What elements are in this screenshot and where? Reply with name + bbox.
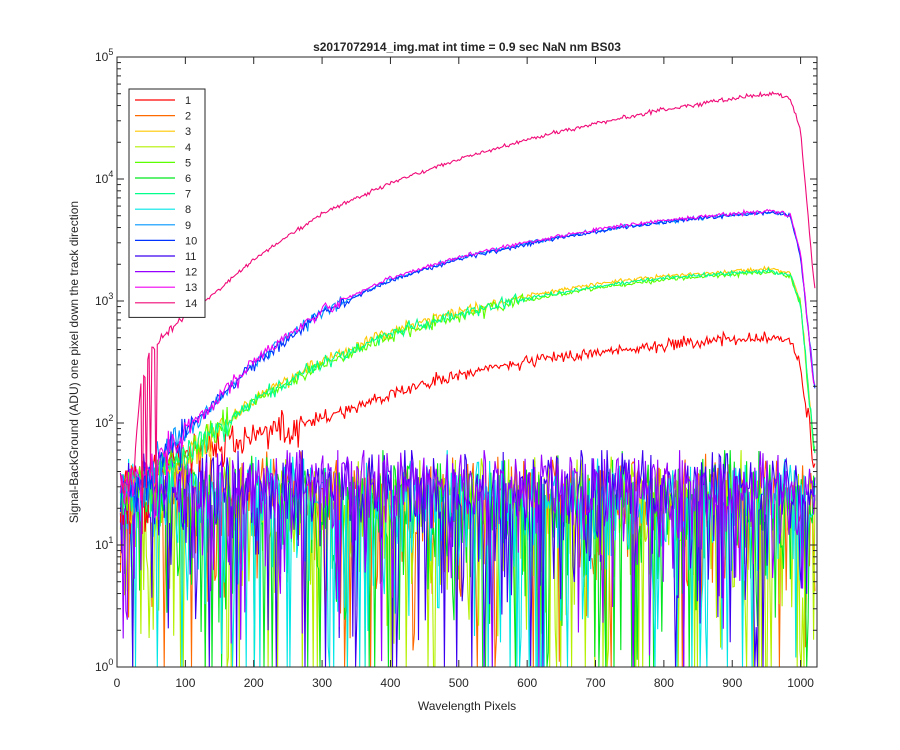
legend-label-3: 3 (185, 126, 191, 138)
series-line-14 (119, 90, 816, 535)
legend-label-1: 1 (185, 95, 191, 107)
legend-label-2: 2 (185, 111, 191, 123)
legend-label-5: 5 (185, 157, 191, 169)
legend-label-4: 4 (185, 142, 191, 154)
x-tick-label: 400 (380, 676, 400, 690)
legend-label-10: 10 (185, 235, 197, 247)
series-line-7 (119, 266, 816, 518)
legend-label-9: 9 (185, 220, 191, 232)
x-tick-label: 300 (312, 676, 332, 690)
legend-label-8: 8 (185, 204, 191, 216)
legend-label-6: 6 (185, 173, 191, 185)
x-tick-label: 100 (175, 676, 195, 690)
plot-area (119, 90, 816, 667)
y-tick-label: 105 (95, 47, 113, 64)
y-axis-label: Signal-BackGround (ADU) one pixel down t… (67, 201, 81, 523)
x-tick-label: 200 (244, 676, 264, 690)
chart-title: s2017072914_img.mat int time = 0.9 sec N… (313, 40, 621, 54)
legend-label-11: 11 (185, 251, 196, 263)
legend-label-12: 12 (185, 267, 197, 279)
legend-label-13: 13 (185, 282, 197, 294)
y-tick-label: 104 (95, 169, 113, 186)
x-tick-label: 700 (586, 676, 606, 690)
x-tick-label: 600 (517, 676, 537, 690)
legend-box (128, 88, 206, 318)
x-axis-label: Wavelength Pixels (418, 699, 516, 713)
legend-label-14: 14 (185, 298, 197, 310)
series-line-13 (119, 208, 816, 519)
y-tick-label: 100 (95, 657, 113, 674)
legend-label-7: 7 (185, 189, 191, 201)
x-tick-label: 900 (722, 676, 742, 690)
y-tick-label: 102 (95, 413, 113, 430)
x-tick-label: 1000 (787, 676, 814, 690)
series-line-12 (119, 450, 816, 667)
x-tick-label: 800 (654, 676, 674, 690)
x-axis-ticks: 0 100 200 300 400 500 600 700 800 900 1000 (114, 57, 814, 690)
y-tick-label: 101 (95, 535, 113, 552)
x-tick-label: 500 (449, 676, 469, 690)
x-tick-label: 0 (114, 676, 121, 690)
axes-box (116, 56, 818, 668)
y-tick-label: 103 (95, 291, 113, 308)
series-line-1 (119, 330, 816, 535)
